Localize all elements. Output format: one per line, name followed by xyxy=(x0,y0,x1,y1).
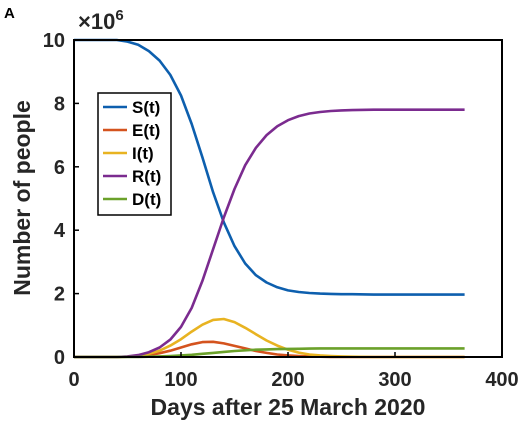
series-line-rt xyxy=(74,108,465,359)
panel-label: A xyxy=(4,5,15,22)
legend-label-st: S(t) xyxy=(132,98,160,117)
y-tick-label: 0 xyxy=(54,347,65,369)
axes-layer: 0 100 200 300 400 0 2 4 6 8 10 xyxy=(43,30,519,391)
legend: S(t) E(t) I(t) R(t) D(t) xyxy=(97,92,172,216)
legend-label-et: E(t) xyxy=(132,121,160,140)
legend-label-rt: R(t) xyxy=(132,167,161,186)
x-tick-label: 0 xyxy=(68,369,79,391)
x-tick-label: 300 xyxy=(378,369,411,391)
x-axis-title: Days after 25 March 2020 xyxy=(151,394,426,420)
series-line-it xyxy=(74,317,465,359)
y-multiplier-base: ×10 xyxy=(78,9,115,34)
y-tick-label: 10 xyxy=(43,30,65,52)
x-tick-label: 100 xyxy=(164,369,197,391)
series-line-st xyxy=(74,38,465,296)
y-tick-label: 8 xyxy=(54,93,65,115)
x-tick-label: 400 xyxy=(485,369,518,391)
x-tick-label: 200 xyxy=(271,369,304,391)
y-tick-label: 4 xyxy=(54,220,66,242)
y-tick-label: 2 xyxy=(54,284,65,306)
y-tick-label: 6 xyxy=(54,157,65,179)
y-axis-title: Number of people xyxy=(9,100,35,296)
y-multiplier: ×106 xyxy=(78,7,124,34)
y-multiplier-exponent: 6 xyxy=(115,7,123,24)
legend-label-it: I(t) xyxy=(132,144,154,163)
legend-label-dt: D(t) xyxy=(132,190,161,209)
